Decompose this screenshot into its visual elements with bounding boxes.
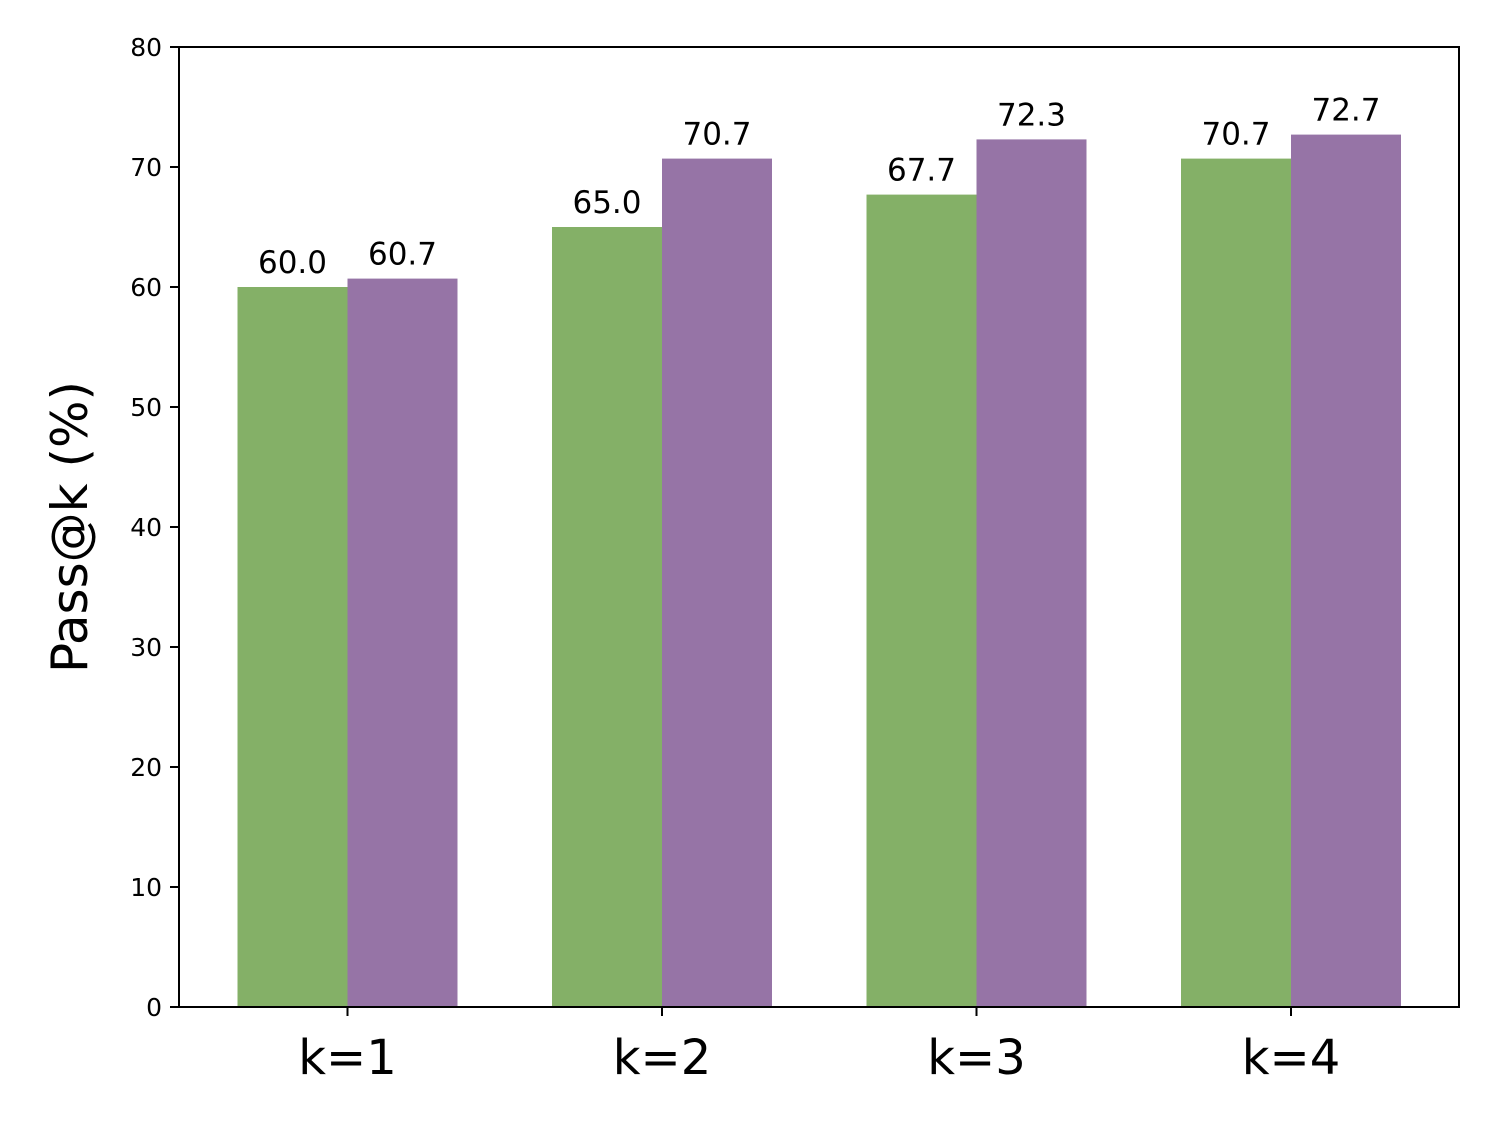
- bar-k=2-series-1: [552, 227, 662, 1007]
- data-label-k=2-series-2: 70.7: [682, 117, 751, 153]
- data-label-k=4-series-2: 72.7: [1311, 93, 1380, 129]
- y-axis-title: Pass@k (%): [41, 381, 99, 673]
- y-tick-label: 50: [130, 393, 162, 422]
- y-tick-label: 20: [130, 753, 162, 782]
- bar-k=2-series-2: [662, 158, 772, 1008]
- y-tick-label: 60: [130, 273, 162, 302]
- data-label-k=1-series-2: 60.7: [368, 237, 437, 273]
- x-tick-label: k=4: [1242, 1030, 1341, 1086]
- data-label-k=1-series-1: 60.0: [258, 245, 327, 281]
- x-tick-label: k=1: [298, 1030, 397, 1086]
- y-tick-label: 0: [146, 993, 162, 1022]
- y-tick-label: 80: [130, 33, 162, 62]
- data-label-k=3-series-2: 72.3: [997, 97, 1066, 133]
- x-tick-label: k=3: [927, 1030, 1026, 1086]
- bars-layer: [237, 134, 1401, 1008]
- x-tick-label: k=2: [613, 1030, 712, 1086]
- y-tick-label: 70: [130, 153, 162, 182]
- bar-k=4-series-2: [1291, 134, 1401, 1008]
- bar-k=1-series-2: [347, 278, 458, 1008]
- data-label-k=4-series-1: 70.7: [1201, 117, 1270, 153]
- bar-k=3-series-2: [976, 139, 1087, 1007]
- bar-k=3-series-1: [866, 194, 977, 1008]
- y-tick-label: 30: [130, 633, 162, 662]
- y-axis: 0 10 20 30 40 50 60 70 80: [130, 33, 179, 1022]
- data-labels-layer: 60.0 65.0 67.7 70.7 60.7 70.7 72.3 72.7: [258, 93, 1381, 281]
- y-tick-label: 40: [130, 513, 162, 542]
- data-label-k=3-series-1: 67.7: [887, 153, 956, 189]
- bar-k=4-series-1: [1181, 158, 1291, 1008]
- data-label-k=2-series-1: 65.0: [572, 185, 641, 221]
- x-axis: k=1 k=2 k=3 k=4: [298, 1007, 1340, 1086]
- bar-k=1-series-1: [237, 287, 348, 1007]
- y-tick-label: 10: [130, 873, 162, 902]
